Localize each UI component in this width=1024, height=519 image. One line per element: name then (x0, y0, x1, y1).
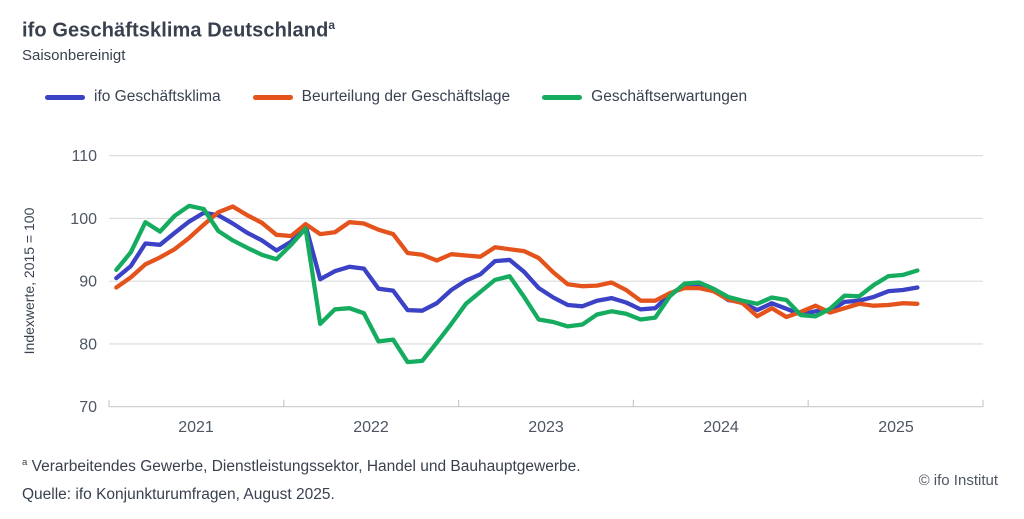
legend-item-geschaeftserwartungen: Geschäftserwartungen (542, 88, 747, 106)
footnote-marker: a (22, 457, 28, 468)
chart-legend: ifo Geschäftsklima Beurteilung der Gesch… (45, 88, 747, 106)
footnote-line-2: Quelle: ifo Konjunkturumfragen, August 2… (22, 486, 335, 504)
series-line-1 (114, 204, 920, 320)
x-tick-2023: 2023 (528, 419, 564, 436)
y-tick-80: 80 (79, 337, 97, 354)
page-title: ifo Geschäftsklima Deutschlanda (22, 13, 335, 44)
legend-item-geschaeftsklima: ifo Geschäftsklima (45, 88, 221, 106)
y-tick-70: 70 (79, 399, 97, 416)
footnote-line-1: a Verarbeitendes Gewerbe, Dienstleistung… (22, 449, 581, 481)
page-title-text: ifo Geschäftsklima Deutschland (22, 19, 329, 42)
x-tick-2024: 2024 (703, 419, 739, 436)
y-tick-90: 90 (79, 274, 97, 291)
series-line-0 (114, 210, 920, 317)
title-footnote-marker: a (328, 18, 336, 32)
copyright: © ifo Institut (918, 472, 998, 489)
chart-header: ifo Geschäftsklima Deutschlanda Saisonbe… (22, 13, 335, 66)
x-tick-2022: 2022 (353, 419, 389, 436)
chart-gridlines (108, 155, 984, 408)
x-tick-2025: 2025 (878, 419, 914, 436)
legend-swatch-green-line (542, 94, 583, 100)
chart-series-lines (114, 203, 920, 365)
x-tick-2021: 2021 (178, 419, 214, 436)
footnote-line-1-text: Verarbeitendes Gewerbe, Dienstleistungss… (31, 458, 581, 476)
legend-label: Geschäftserwartungen (591, 88, 748, 105)
legend-swatch-orange-line (252, 94, 293, 100)
legend-item-geschaeftslage: Beurteilung der Geschäftslage (252, 88, 511, 106)
chart-subtitle: Saisonbereinigt (22, 46, 126, 64)
legend-label: ifo Geschäftsklima (94, 88, 221, 105)
y-axis-label: Indexwerte, 2015 = 100 (21, 207, 37, 354)
y-tick-100: 100 (70, 211, 97, 228)
y-tick-110: 110 (71, 148, 97, 165)
series-line-2 (114, 203, 920, 365)
legend-swatch-blue-line (45, 94, 85, 100)
legend-label: Beurteilung der Geschäftslage (301, 88, 511, 105)
footnote-block: a Verarbeitendes Gewerbe, Dienstleistung… (22, 449, 581, 509)
